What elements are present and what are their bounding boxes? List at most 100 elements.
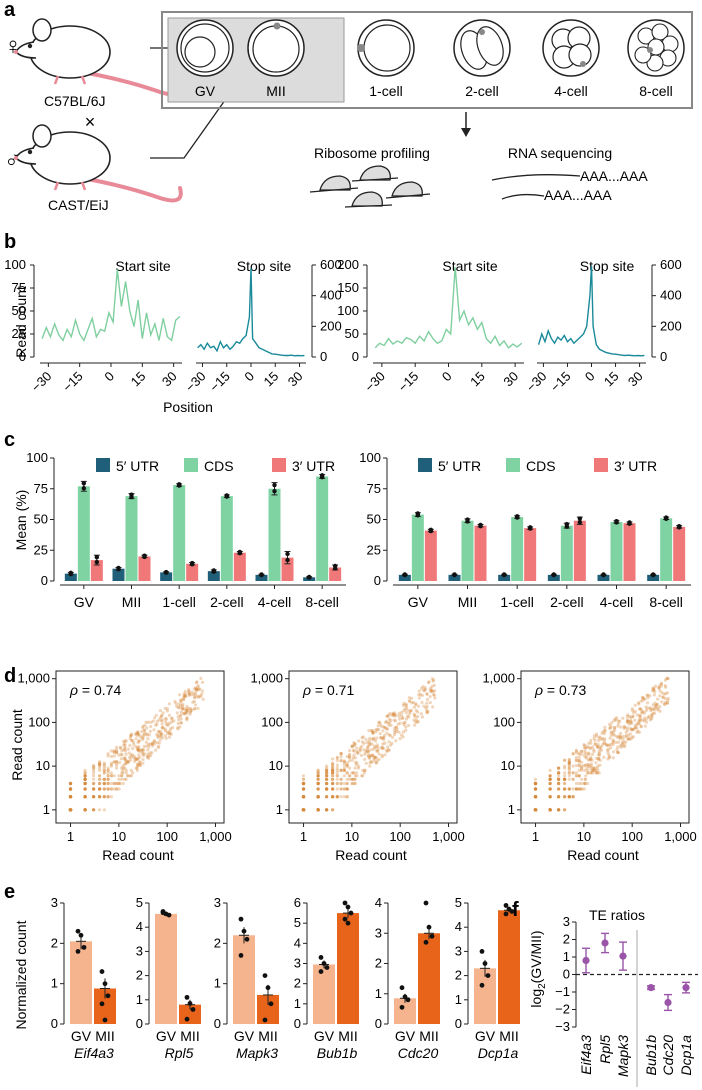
e-Dcp1a-y-tick-label: 4 (455, 919, 462, 934)
d-1-point (183, 689, 187, 694)
d-2-point (433, 696, 437, 700)
d-2-point (351, 748, 355, 752)
d-1-point (68, 808, 73, 812)
c-left-x-tick-label: 4-cell (258, 594, 291, 610)
d-1-point (163, 734, 167, 738)
d-1-point (68, 795, 73, 799)
d-1-point (68, 808, 73, 812)
d-2-point (383, 726, 387, 730)
d-1-point (83, 808, 87, 812)
d-ylabel: Read count (9, 709, 25, 781)
d-1-point (98, 774, 102, 778)
d-2-point (316, 808, 320, 812)
d-3-point (607, 722, 612, 727)
d-1-point (187, 689, 191, 693)
d-2-point (316, 808, 320, 812)
c-left-point (259, 572, 264, 578)
d-3-point (629, 721, 633, 725)
d-1-point (122, 743, 126, 747)
d-1-point (140, 736, 144, 740)
b-left-stop-y-tick-label: 400 (320, 288, 342, 303)
rna-sequencing-label: RNA sequencing (508, 145, 612, 161)
d-1-point (192, 707, 196, 711)
c-left-x-tick-label: 8-cell (305, 594, 338, 610)
d-1-point (115, 751, 119, 755)
c-left-bar (207, 571, 220, 581)
d-2-point (331, 777, 335, 781)
d-1-point (106, 781, 110, 786)
d-2-point (392, 713, 396, 718)
d-2-point (301, 795, 306, 799)
d-1-point (176, 727, 180, 731)
b-left-start-x-tick-label: 15 (128, 369, 149, 390)
d-1-point (136, 762, 140, 766)
d-1-point (176, 715, 180, 719)
d-1-point (117, 774, 121, 778)
d-1-point (109, 774, 113, 778)
d-2-point (301, 787, 306, 791)
d-1-point (109, 774, 113, 778)
d-1-point (129, 734, 133, 738)
c-right-bar (547, 574, 560, 581)
b-right-start-title: Start site (442, 258, 497, 274)
d-2-point (301, 808, 306, 812)
c-left-bar (255, 574, 268, 581)
d-1-point (155, 722, 159, 727)
c-left-point (272, 489, 277, 494)
d-1-point (172, 719, 176, 723)
d-2-point (301, 808, 306, 812)
d-1-point (118, 746, 123, 750)
b-right-start-x-tick-label: −30 (362, 369, 388, 395)
d-1-point (68, 808, 73, 812)
d-2-y-tick-label: 1 (276, 802, 283, 817)
d-1-point (98, 787, 102, 791)
c-right-bar (474, 525, 487, 581)
c-left-point (285, 557, 290, 563)
e-Bub1b-y-tick-label: 2 (294, 976, 301, 991)
d-2-point (331, 764, 335, 768)
d-1-point (68, 787, 73, 791)
c-left-y-tick-label: 25 (34, 542, 48, 557)
d-2-point (316, 795, 320, 799)
d-2-point (416, 715, 420, 719)
d-3-point (557, 795, 561, 799)
c-left-bar (125, 496, 138, 581)
d-1-point (161, 711, 165, 715)
d-1-point (137, 739, 141, 743)
d-3-point (577, 774, 581, 778)
d-2-point (402, 723, 406, 727)
e-Dcp1a-x-tick-label: MII (499, 1028, 518, 1044)
d-2-point (331, 795, 335, 799)
d-2-point (412, 712, 416, 716)
d-2-point (316, 808, 320, 812)
d-2-point (345, 764, 349, 768)
d-1-point (180, 704, 184, 708)
d-1-point (83, 808, 87, 812)
d-2-point (356, 751, 360, 756)
d-2-point (423, 686, 427, 690)
d-2-rho-annotation: ρ = 0.71 (302, 682, 354, 698)
d-2-point (335, 759, 339, 763)
stage-label-mii: MII (266, 83, 285, 99)
d-2-point (371, 753, 375, 757)
d-1-point (112, 760, 116, 764)
c-legend-swatch (96, 458, 110, 472)
c-right-x-tick-label: 1-cell (500, 594, 533, 610)
d-2-point (301, 795, 306, 799)
d-1-point (83, 787, 87, 791)
mrna-strand-2 (501, 193, 545, 200)
d-1-point (98, 795, 102, 799)
d-2-point (316, 808, 320, 812)
d-3-point (653, 711, 657, 715)
d-2-point (425, 710, 430, 715)
d-2-point (301, 808, 306, 812)
e-Eif4a3-y-tick-label: 0 (51, 1016, 58, 1031)
d-2-point (301, 808, 306, 812)
d-3-point (637, 701, 641, 705)
d-1-point (68, 795, 73, 799)
d-2-point (316, 777, 320, 781)
e-Bub1b-y-tick-label: 1 (294, 996, 301, 1011)
d-1-point (192, 692, 196, 697)
c-left-x-tick-label: 1-cell (162, 594, 195, 610)
d-2-point (325, 808, 329, 812)
